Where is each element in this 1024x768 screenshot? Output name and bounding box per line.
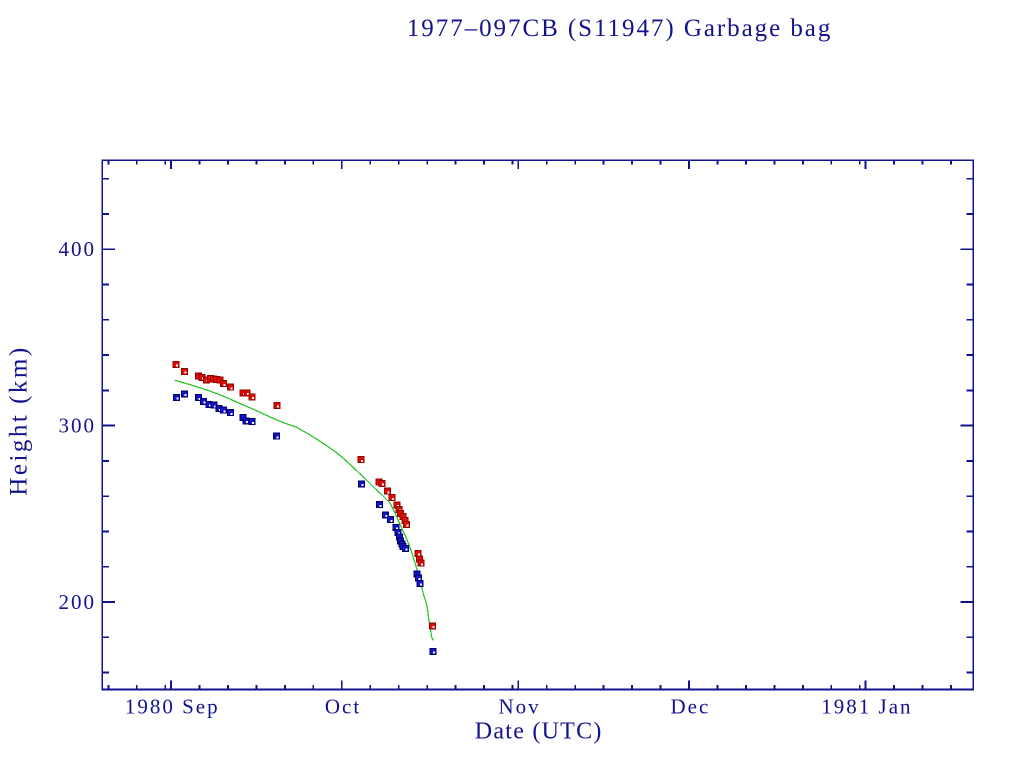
svg-text:200: 200 bbox=[59, 590, 97, 614]
svg-text:Oct: Oct bbox=[325, 695, 361, 719]
svg-text:1980 Sep: 1980 Sep bbox=[125, 695, 220, 719]
svg-text:Date (UTC): Date (UTC) bbox=[475, 719, 603, 745]
svg-text:Height (km): Height (km) bbox=[6, 345, 33, 495]
svg-text:300: 300 bbox=[59, 413, 97, 437]
svg-text:Nov: Nov bbox=[499, 695, 541, 719]
svg-text:Dec: Dec bbox=[670, 695, 710, 719]
svg-text:1981 Jan: 1981 Jan bbox=[821, 695, 912, 719]
svg-text:1977–097CB (S11947) Garbage ba: 1977–097CB (S11947) Garbage bag bbox=[407, 15, 832, 42]
svg-text:400: 400 bbox=[59, 237, 97, 261]
